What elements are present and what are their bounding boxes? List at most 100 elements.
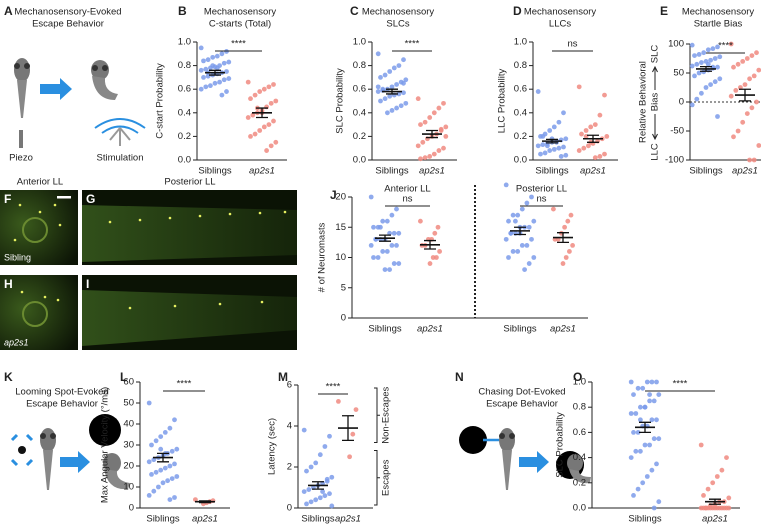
data-point bbox=[396, 63, 402, 68]
data-point bbox=[389, 243, 395, 248]
data-point bbox=[210, 63, 216, 68]
data-point bbox=[642, 404, 648, 410]
data-point bbox=[396, 230, 402, 236]
data-point bbox=[717, 505, 722, 511]
data-point bbox=[271, 118, 276, 124]
x-tick-label: ap2s1 bbox=[550, 324, 576, 335]
y-tick-label: 0.4 bbox=[514, 107, 527, 118]
data-point bbox=[268, 143, 274, 149]
data-point bbox=[149, 442, 154, 448]
data-point bbox=[635, 430, 641, 435]
y-tick-label: 20 bbox=[335, 192, 346, 203]
y-tick-label: 0.6 bbox=[178, 84, 191, 95]
data-point bbox=[561, 144, 566, 150]
data-point bbox=[742, 82, 748, 87]
data-point bbox=[208, 83, 213, 89]
data-point bbox=[378, 75, 383, 80]
y-tick-label: 30 bbox=[123, 440, 134, 451]
data-point bbox=[438, 126, 444, 132]
panel-letter: I bbox=[86, 277, 89, 291]
data-point bbox=[631, 493, 636, 498]
data-point bbox=[531, 218, 537, 224]
data-point bbox=[403, 77, 409, 83]
data-point bbox=[740, 119, 746, 125]
data-point bbox=[561, 110, 566, 116]
x-tick-label: ap2s1 bbox=[580, 166, 606, 177]
data-point bbox=[257, 89, 263, 94]
data-point bbox=[519, 243, 525, 248]
y-tick-label: 0.4 bbox=[178, 107, 191, 118]
y-tick-label: 2 bbox=[287, 462, 292, 473]
data-point bbox=[749, 53, 755, 58]
data-point bbox=[563, 152, 569, 158]
data-point bbox=[731, 64, 736, 70]
data-point bbox=[317, 452, 323, 458]
data-point bbox=[401, 80, 406, 86]
data-point bbox=[226, 59, 232, 65]
panel-letter: B bbox=[178, 4, 187, 18]
data-point bbox=[560, 261, 566, 266]
data-point bbox=[375, 51, 381, 57]
data-point bbox=[271, 82, 276, 87]
data-point bbox=[694, 61, 700, 67]
data-point bbox=[726, 495, 732, 501]
data-point bbox=[579, 131, 584, 137]
x-tick-label: ap2s1 bbox=[419, 166, 445, 177]
data-point bbox=[418, 122, 423, 127]
data-point bbox=[633, 448, 639, 454]
y-tick-label: 1.0 bbox=[514, 37, 527, 48]
chart-title: Startle Bias bbox=[694, 19, 743, 30]
data-point bbox=[647, 398, 652, 404]
data-point bbox=[436, 105, 442, 111]
data-point bbox=[248, 134, 253, 139]
sem-bar bbox=[639, 421, 651, 434]
data-point bbox=[432, 230, 438, 236]
data-point bbox=[519, 206, 525, 212]
data-point bbox=[172, 417, 177, 423]
data-point bbox=[308, 464, 314, 470]
y-tick-label: 60 bbox=[123, 377, 134, 388]
y-axis-label: Latency (sec) bbox=[267, 418, 278, 475]
data-point bbox=[628, 411, 634, 416]
data-point bbox=[375, 255, 381, 260]
image-label: Sibling bbox=[4, 252, 31, 262]
data-point bbox=[744, 111, 750, 116]
data-point bbox=[654, 461, 659, 467]
data-point bbox=[201, 58, 206, 64]
data-point bbox=[513, 218, 518, 224]
data-point bbox=[649, 379, 655, 385]
panel-letter: L bbox=[120, 370, 127, 384]
data-point bbox=[221, 60, 227, 66]
image-h bbox=[0, 275, 78, 350]
bracket-label: Escapes bbox=[381, 459, 392, 496]
data-point bbox=[203, 84, 209, 90]
data-point bbox=[162, 430, 168, 435]
panel-a: A Mechanosensory-Evoked Escape Behavior … bbox=[4, 4, 146, 164]
x-tick-label: Siblings bbox=[368, 324, 402, 335]
data-point bbox=[631, 430, 636, 435]
y-tick-label: 0.2 bbox=[514, 131, 527, 142]
data-point bbox=[174, 474, 180, 479]
data-point bbox=[656, 499, 662, 505]
y-axis-end: LLC bbox=[650, 143, 661, 161]
significance: ns bbox=[536, 194, 546, 205]
data-point bbox=[257, 128, 263, 133]
data-point bbox=[696, 52, 702, 57]
significance: **** bbox=[231, 39, 246, 50]
data-point bbox=[715, 64, 720, 70]
data-point bbox=[726, 505, 732, 511]
y-axis-label: # of Neuromasts bbox=[317, 222, 328, 292]
data-point bbox=[224, 69, 229, 74]
data-point bbox=[261, 86, 267, 92]
data-point bbox=[167, 497, 173, 502]
data-point bbox=[387, 93, 393, 99]
data-point bbox=[387, 69, 393, 74]
data-point bbox=[689, 63, 695, 69]
x-tick-label: Siblings bbox=[535, 166, 569, 177]
panel-letter: D bbox=[513, 4, 522, 18]
data-point bbox=[703, 85, 709, 90]
data-point bbox=[754, 99, 759, 105]
data-point bbox=[396, 261, 402, 266]
y-axis-end: SLC bbox=[650, 45, 661, 64]
